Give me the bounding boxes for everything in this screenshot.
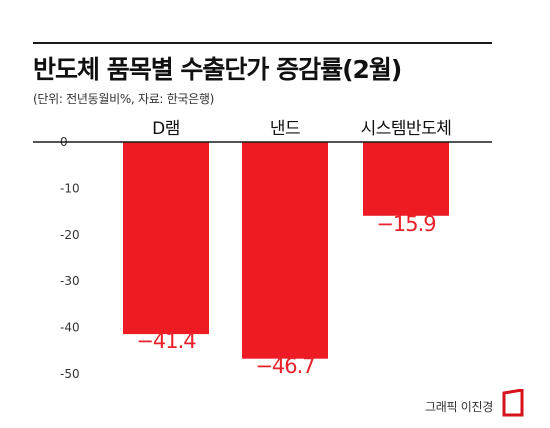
bar-2: [242, 142, 328, 359]
y-tick-label: -30: [60, 274, 80, 288]
bar-3: [363, 142, 449, 216]
bar-1: [123, 142, 209, 335]
y-tick-label: -50: [60, 367, 80, 381]
y-tick-label: -40: [60, 321, 80, 335]
category-label: D램: [152, 119, 180, 139]
category-label: 낸드: [270, 119, 300, 139]
graphic-credit: 그래픽 이진경: [425, 400, 493, 414]
publisher-logo-icon: [502, 389, 524, 417]
value-label: −46.7: [255, 354, 314, 378]
chart-title: 반도체 품목별 수출단가 증감률(2월): [33, 55, 402, 84]
value-label: −41.4: [136, 329, 196, 353]
title-rule: [33, 42, 492, 44]
value-label: −15.9: [376, 212, 435, 236]
y-tick-label: -10: [60, 181, 80, 195]
category-label: 시스템반도체: [361, 119, 452, 139]
chart-subtitle: (단위: 전년동월비%, 자료: 한국은행): [33, 92, 215, 106]
y-tick-label: -20: [60, 228, 80, 242]
